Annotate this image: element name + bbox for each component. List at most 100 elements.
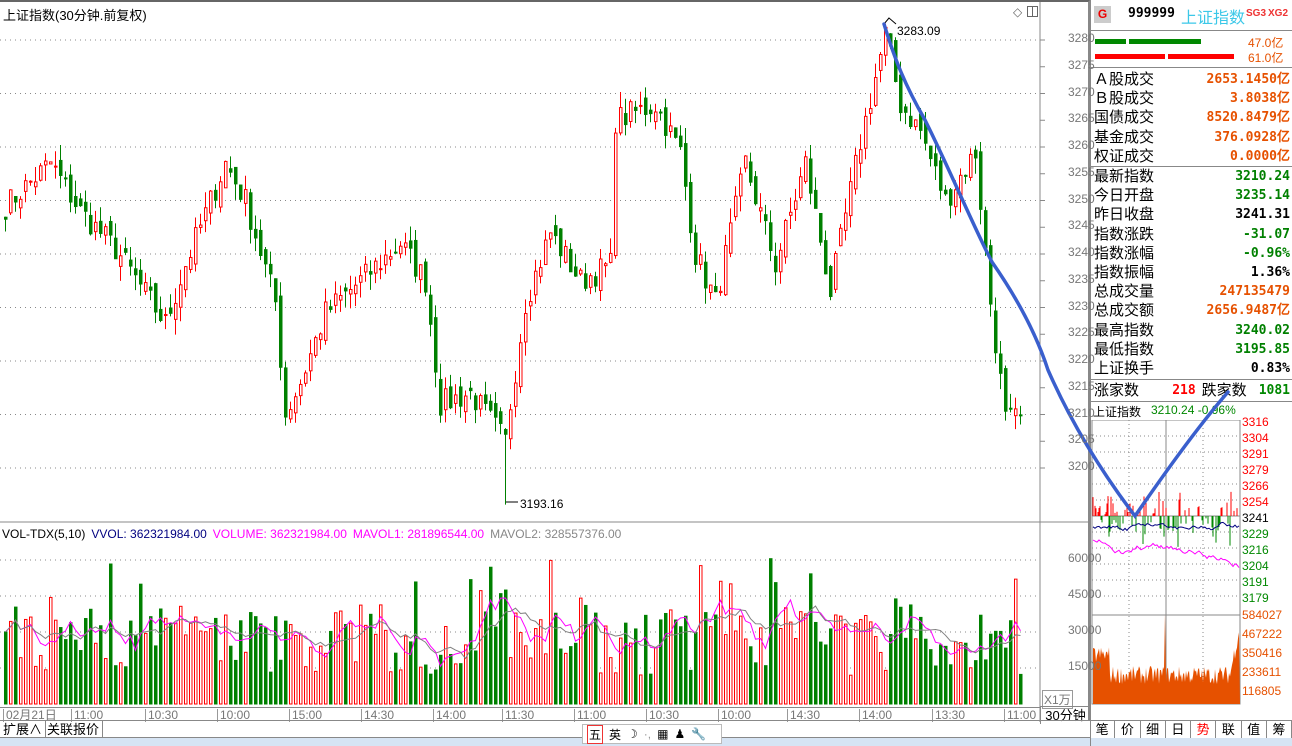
right-tab[interactable]: 价 (1115, 721, 1141, 738)
volume-tick-label: 45000 (1068, 587, 1102, 601)
stat-row: 最低指数 3195.85 (1094, 340, 1290, 359)
stat-value: 3240.02 (1235, 322, 1290, 338)
mini-volume-label: 233611 (1242, 665, 1282, 679)
volume-bar (949, 664, 953, 705)
user-icon[interactable]: ♟ (674, 727, 686, 741)
volume-bar (904, 637, 908, 705)
volume-bar (539, 619, 543, 705)
right-tab[interactable]: 值 (1242, 721, 1267, 738)
turnover-label: Ａ股成交 (1094, 71, 1155, 88)
kline-chart-panel[interactable]: 上证指数(30分钟.前复权) ◇ 3283.09 3193.16 VOL-TDX… (0, 0, 1090, 724)
right-tab[interactable]: 笔 (1090, 721, 1116, 738)
candle-up (744, 155, 748, 169)
badge: G (1094, 6, 1111, 23)
volume-bar (834, 614, 838, 705)
volume-bar (194, 616, 198, 705)
volume-bar (799, 611, 803, 705)
right-tab[interactable]: 筹 (1267, 721, 1292, 738)
candle-down (749, 161, 753, 183)
candle-down (974, 149, 978, 159)
candle-down (4, 216, 8, 220)
volume-bar (134, 635, 138, 705)
stat-row: 总成交额 2656.9487亿 (1094, 301, 1290, 320)
candle-up (914, 119, 918, 128)
up-count: 218 (1172, 383, 1196, 398)
volume-bar (364, 624, 368, 705)
wrench-icon[interactable]: 🔧 (691, 727, 707, 741)
volume-bar (4, 631, 8, 705)
stat-label: 总成交额 (1094, 302, 1155, 320)
candle-down (394, 251, 398, 254)
volume-bar (784, 607, 788, 705)
candle-down (1004, 368, 1008, 412)
volume-bar (454, 663, 458, 705)
split-panel-icon[interactable] (1027, 6, 1038, 17)
candle-down (409, 240, 413, 249)
timeframe-button[interactable]: 30分钟 (1040, 706, 1090, 724)
right-tab[interactable]: 联 (1216, 721, 1242, 738)
candle-down (414, 239, 418, 277)
time-label: 11:00 (71, 709, 103, 722)
volume-bar (409, 641, 413, 705)
volume-bar (874, 636, 878, 705)
candle-down (369, 271, 373, 275)
volume-bar (569, 646, 573, 705)
candle-down (139, 269, 143, 285)
right-tabs: 笔价细日势联值筹 (1090, 720, 1292, 738)
volume-bar (989, 633, 993, 705)
english-icon[interactable]: 英 (609, 727, 622, 742)
stat-row: 最新指数 3210.24 (1094, 167, 1290, 186)
candle-up (199, 224, 203, 228)
candle-down (459, 386, 463, 407)
punctuation-icon[interactable]: ·, (643, 727, 652, 741)
right-tab[interactable]: 日 (1166, 721, 1191, 738)
candle-down (69, 174, 73, 203)
bottom-bar: 扩展∧ 关联报价 (0, 720, 1090, 738)
price-tick-label: 3230 (1068, 298, 1095, 313)
candle-down (434, 317, 438, 373)
volume-bar (394, 652, 398, 705)
time-label: 14:30 (787, 709, 820, 722)
right-tab[interactable]: 势 (1191, 721, 1217, 738)
candle-down (504, 429, 508, 435)
time-label: 10:00 (718, 709, 751, 722)
candle-up (709, 284, 713, 294)
volume-bar (564, 652, 568, 705)
candle-up (399, 245, 403, 255)
volume-bar (239, 620, 243, 705)
volume-bar (614, 672, 618, 705)
volume-bar (174, 622, 178, 705)
candle-down (344, 287, 348, 292)
volume-bar (934, 665, 938, 705)
volume-bar (879, 651, 883, 705)
candle-down (159, 308, 163, 321)
related-quotes-tab[interactable]: 关联报价 (44, 721, 104, 738)
candle-up (419, 264, 423, 281)
stat-row: 最高指数 3240.02 (1094, 321, 1290, 340)
moon-icon[interactable]: ☽ (627, 727, 638, 741)
volume-bar (544, 653, 548, 705)
volume-bar (714, 614, 718, 705)
candle-down (889, 33, 893, 47)
wubi-icon[interactable]: 五 (587, 724, 604, 744)
expand-tab[interactable]: 扩展∧ (0, 721, 47, 738)
keyboard-icon[interactable]: ▦ (657, 727, 669, 741)
time-label: 10:00 (217, 709, 250, 722)
turnover-label: 基金成交 (1094, 128, 1155, 146)
volume-bar (639, 674, 643, 705)
ime-toolbar[interactable]: 五 英 ☽ ·, ▦ ♟ 🔧 (582, 724, 722, 744)
candle-down (229, 168, 233, 173)
candle-down (469, 387, 473, 392)
diamond-icon[interactable]: ◇ (1013, 5, 1023, 19)
candle-up (119, 255, 123, 267)
candlestick-chart[interactable] (0, 2, 1090, 722)
volume-value: VOLUME: 362321984.00 (212, 527, 347, 541)
volume-bar (704, 612, 708, 705)
candle-down (584, 273, 588, 289)
right-tab[interactable]: 细 (1141, 721, 1166, 738)
candle-down (279, 295, 283, 368)
candle-down (689, 181, 693, 234)
candle-up (884, 26, 888, 56)
candle-down (819, 212, 823, 243)
price-tick-label: 3250 (1068, 191, 1095, 206)
